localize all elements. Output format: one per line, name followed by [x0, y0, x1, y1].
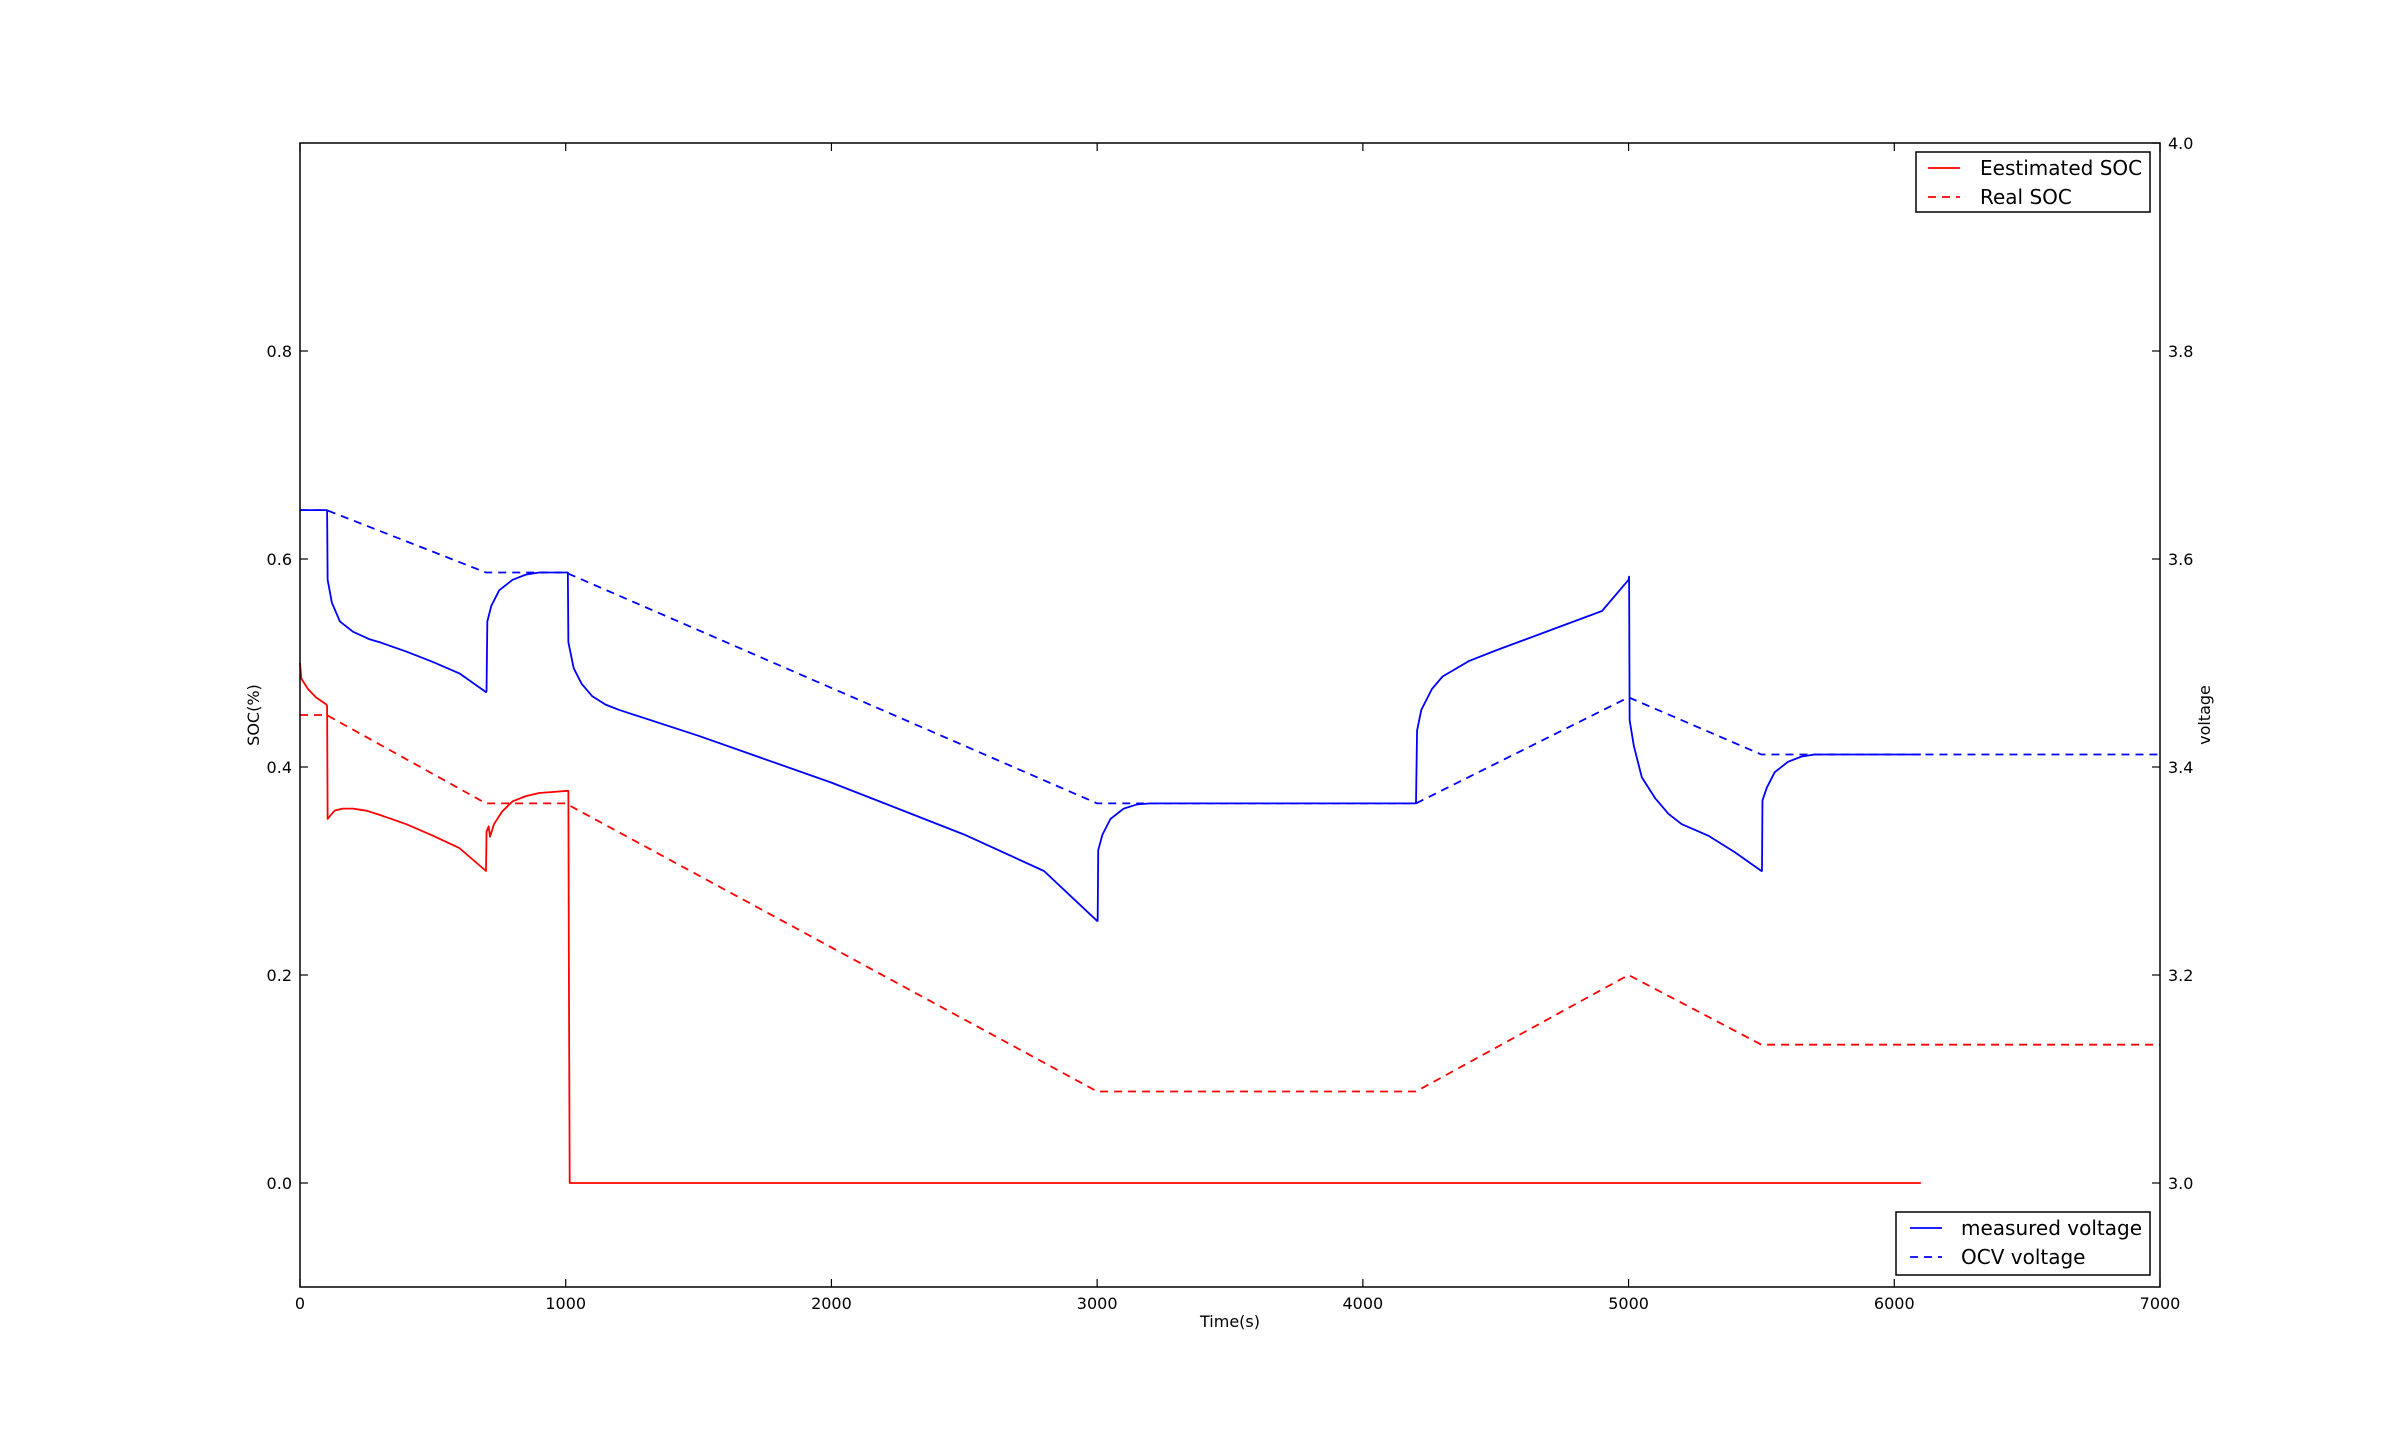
series-line-measured-voltage [300, 509, 1921, 922]
y-left-tick-label: 0.4 [267, 758, 292, 777]
y-right-tick-label: 3.8 [2168, 342, 2193, 361]
series-line-ocv-voltage [300, 509, 2160, 805]
ticks-layer: 0 1000 2000 3000 4000 5000 6000 7000 0.0 0.2 0.4 0.… [267, 134, 2194, 1313]
legend-soc-frame [1915, 151, 2151, 213]
legend-label-measured-voltage: measured voltage [1961, 1216, 2142, 1240]
y-right-tick-label: 4.0 [2168, 134, 2193, 153]
series-line-real-soc [300, 714, 2160, 1093]
y-left-tick-label: 0.2 [267, 966, 292, 985]
legend-label-real-soc: Real SOC [1980, 185, 2072, 209]
series-layer [299, 509, 2160, 1184]
x-tick-label: 0 [295, 1294, 305, 1313]
legend-label-ocv-voltage: OCV voltage [1961, 1245, 2085, 1269]
x-tick-label: 1000 [545, 1294, 586, 1313]
x-tick-label: 5000 [1608, 1294, 1649, 1313]
x-tick-label: 7000 [2140, 1294, 2181, 1313]
plot-frame [299, 142, 2161, 1288]
x-tick-label: 2000 [811, 1294, 852, 1313]
y-axis-label-left: SOC(%) [244, 684, 263, 746]
x-tick-label: 6000 [1874, 1294, 1915, 1313]
y-left-tick-label: 0.8 [267, 342, 292, 361]
y-right-tick-label: 3.6 [2168, 550, 2193, 569]
y-right-tick-label: 3.4 [2168, 758, 2193, 777]
legend-voltage-frame [1895, 1211, 2151, 1276]
x-axis-label: Time(s) [1199, 1312, 1260, 1331]
y-left-tick-label: 0.0 [267, 1174, 292, 1193]
legend-label-estimated-soc: Eestimated SOC [1980, 156, 2142, 180]
y-left-tick-label: 0.6 [267, 550, 292, 569]
y-axis-label-right: voltage [2195, 685, 2214, 745]
x-tick-label: 3000 [1077, 1294, 1118, 1313]
y-right-tick-label: 3.0 [2168, 1174, 2193, 1193]
y-right-tick-label: 3.2 [2168, 966, 2193, 985]
legend-soc: Eestimated SOC Real SOC [1915, 151, 2151, 213]
series-line-eestimated-soc [299, 662, 1921, 1184]
legend-voltage: measured voltage OCV voltage [1895, 1211, 2151, 1276]
x-tick-label: 4000 [1342, 1294, 1383, 1313]
